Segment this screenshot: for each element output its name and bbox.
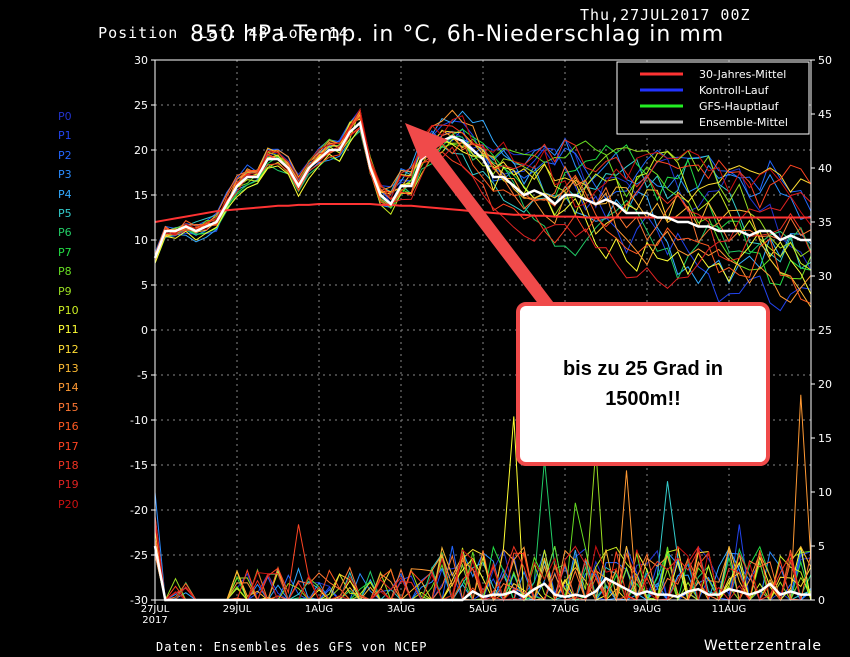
right-tick-label: 20 <box>818 378 832 391</box>
position-label: Position <box>98 24 179 42</box>
left-tick-label: 15 <box>134 189 148 202</box>
member-label: P14 <box>58 381 79 395</box>
member-label: P17 <box>58 439 79 453</box>
member-label: P10 <box>58 303 79 317</box>
member-list: P0 P1 P2 P3 P4 P5 P6 P7 P8 P9 P10 P11 P12 P13 P14 P15 P1… <box>58 110 79 517</box>
member-label: P1 <box>58 129 72 143</box>
right-tick-label: 0 <box>818 594 825 607</box>
left-tick-label: -10 <box>130 414 148 427</box>
member-temp-line <box>154 109 812 271</box>
left-axis-ticks: 30 25 20 15 10 5 0 -5 -10 -15 -20 -25 -30 <box>130 54 155 607</box>
member-label: P11 <box>58 323 79 337</box>
left-tick-label: -20 <box>130 504 148 517</box>
member-label: P16 <box>58 420 79 434</box>
left-tick-label: 30 <box>134 54 148 67</box>
left-tick-label: -25 <box>130 549 148 562</box>
left-tick-label: -30 <box>130 594 148 607</box>
member-label: P20 <box>58 497 79 511</box>
brand-label: Wetterzentrale <box>703 638 822 654</box>
member-label: P7 <box>58 245 72 259</box>
member-label: P5 <box>58 206 72 220</box>
member-temp-line <box>154 113 812 308</box>
member-precip-line <box>154 522 811 602</box>
ensemble-mean-line <box>153 120 811 259</box>
member-label: P15 <box>58 400 79 414</box>
legend-label: Kontroll-Lauf <box>699 84 770 97</box>
left-tick-label: -5 <box>137 369 148 382</box>
left-tick-label: 0 <box>141 324 148 337</box>
callout-line-2: 1500m!! <box>605 388 681 410</box>
lat-lon: Lat: 48 Lon: 14 <box>198 24 349 42</box>
legend: 30-Jahres-Mittel Kontroll-Lauf GFS-Hauptla… <box>616 61 810 135</box>
data-source: Daten: Ensembles des GFS von NCEP <box>156 640 428 654</box>
member-precip-line <box>154 530 812 602</box>
right-tick-label: 45 <box>818 108 832 121</box>
legend-label: GFS-Hauptlauf <box>699 100 780 113</box>
right-tick-label: 15 <box>818 432 832 445</box>
right-tick-label: 50 <box>818 54 832 67</box>
right-tick-label: 40 <box>818 162 832 175</box>
left-tick-label: 10 <box>134 234 148 247</box>
x-tick-label: 7AUG <box>551 604 579 615</box>
x-axis-ticks: 27JUL2017 29JUL 1AUG 3AUG 5AUG 7AUG 9AUG 11AUG <box>141 600 747 626</box>
member-label: P6 <box>58 226 72 240</box>
x-tick-label: 29JUL <box>223 604 252 615</box>
x-tick-label: 2017 <box>142 615 167 626</box>
right-tick-label: 5 <box>818 540 825 553</box>
left-tick-label: 25 <box>134 99 148 112</box>
left-tick-label: 20 <box>134 144 148 157</box>
member-temp-line <box>154 108 812 259</box>
member-label: P4 <box>58 187 72 201</box>
member-label: P13 <box>58 362 79 376</box>
x-tick-label: 11AUG <box>712 604 747 615</box>
member-label: P9 <box>58 284 72 298</box>
member-label: P8 <box>58 265 72 279</box>
callout-box: bis zu 25 Grad in 1500m!! <box>516 302 770 466</box>
left-tick-label: 5 <box>141 279 148 292</box>
x-tick-label: 3AUG <box>387 604 415 615</box>
right-tick-label: 10 <box>818 486 832 499</box>
x-tick-label: 27JUL <box>141 604 170 615</box>
right-tick-label: 30 <box>818 270 832 283</box>
member-precip-line <box>154 491 812 602</box>
member-label: P2 <box>58 148 72 162</box>
run-time: Thu,27JUL2017 00Z <box>580 6 751 24</box>
member-label: P0 <box>58 110 72 123</box>
left-tick-label: -15 <box>130 459 148 472</box>
member-label: P12 <box>58 342 79 356</box>
x-tick-label: 5AUG <box>469 604 497 615</box>
legend-label: 30-Jahres-Mittel <box>699 68 786 81</box>
callout-line-1: bis zu 25 Grad in <box>562 358 724 380</box>
member-temp-line <box>154 126 812 257</box>
legend-label: Ensemble-Mittel <box>699 116 788 129</box>
x-tick-label: 1AUG <box>305 604 333 615</box>
callout-arrow <box>405 123 555 313</box>
chart-title: 850 hPa Temp. in °C, 6h-Niederschlag in … <box>190 22 725 47</box>
x-tick-label: 9AUG <box>633 604 661 615</box>
member-label: P19 <box>58 478 79 492</box>
member-label: P3 <box>58 168 72 182</box>
member-label: P18 <box>58 459 79 473</box>
right-tick-label: 25 <box>818 324 832 337</box>
right-tick-label: 35 <box>818 216 832 229</box>
